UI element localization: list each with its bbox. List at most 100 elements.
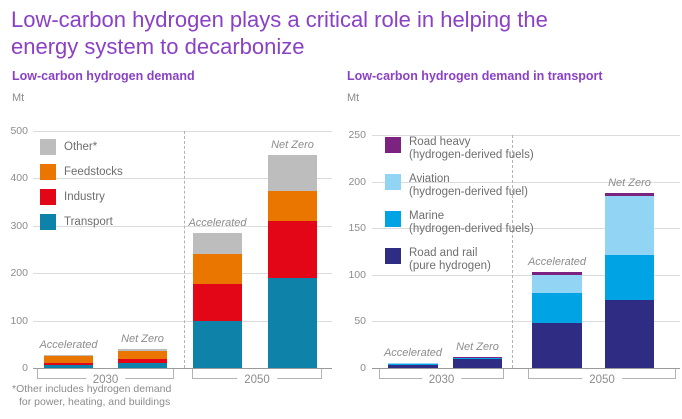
bar-segment-road-heavy <box>532 272 582 275</box>
bar-segment-transport <box>268 277 317 368</box>
legend-swatch <box>385 248 401 264</box>
bar-segment-feedstocks <box>268 191 317 222</box>
gridline-400 <box>33 178 332 180</box>
group-label-2050: 2050 <box>237 374 277 386</box>
footnote: *Other includes hydrogen demand for powe… <box>12 383 171 409</box>
group-label-2030: 2030 <box>85 374 126 386</box>
legend-label: Industry <box>64 191 105 203</box>
bar-segment-feedstocks <box>193 253 242 284</box>
y-tick-label-0: 0 <box>22 362 28 374</box>
bar-segment-aviation <box>388 362 438 364</box>
bar-segment-other- <box>268 154 317 192</box>
y-tick-label-500: 500 <box>10 125 28 137</box>
bar-segment-other- <box>44 354 93 357</box>
gridline-500 <box>33 131 332 132</box>
legend-swatch <box>385 137 401 153</box>
scenario-label: Accelerated <box>383 346 443 359</box>
bar-segment-other- <box>193 232 242 254</box>
footnote-line1: *Other includes hydrogen demand <box>12 383 172 395</box>
bar-segment-marine <box>453 357 502 359</box>
dashed-separator <box>184 131 185 368</box>
scenario-label: Accelerated <box>39 338 98 351</box>
chart-title-transport: Low-carbon hydrogen demand in transport <box>347 69 603 83</box>
y-tick-label-400: 400 <box>10 172 28 185</box>
y-tick-label-150: 150 <box>348 222 366 235</box>
y-tick-label-0: 0 <box>360 362 366 374</box>
bar-segment-transport <box>118 363 167 368</box>
unit-label-right: Mt <box>347 92 360 104</box>
gridline-300 <box>33 225 332 227</box>
y-tick-label-250: 250 <box>348 129 366 141</box>
scenario-label: Net Zero <box>608 176 651 189</box>
bar-segment-road-and-rail <box>388 364 438 368</box>
bar-segment-feedstocks <box>44 356 93 364</box>
y-tick-label-200: 200 <box>10 267 28 280</box>
scenario-label: Accelerated <box>527 256 587 268</box>
gridline-0 <box>33 368 332 369</box>
scenario-label: Net Zero <box>121 333 164 346</box>
legend-item-road-heavy: Road heavy (hydrogen-derived fuels) <box>385 136 555 174</box>
y-tick-label-200: 200 <box>348 175 366 188</box>
y-tick-label-50: 50 <box>354 315 366 328</box>
scenario-label: Net Zero <box>456 340 499 353</box>
page-title: Low-carbon hydrogen plays a critical rol… <box>11 7 548 59</box>
group-bracket-2030: 2030 <box>37 369 174 386</box>
legend-swatch <box>40 164 56 180</box>
legend-item-other-: Other* <box>40 139 210 164</box>
bar-segment-transport <box>193 320 242 368</box>
group-label-2050: 2050 <box>582 374 622 386</box>
bar-segment-road-heavy <box>605 192 654 196</box>
legend-item-road-and-rail: Road and rail (pure hydrogen) <box>385 247 555 285</box>
legend-swatch <box>40 214 56 230</box>
legend-label: Road and rail (pure hydrogen) <box>409 247 491 272</box>
bar-segment-road-and-rail <box>453 358 502 368</box>
group-bracket-2050: 2050 <box>192 369 322 386</box>
legend-item-industry: Industry <box>40 189 210 214</box>
bar-segment-aviation <box>605 195 654 256</box>
legend-label: Marine (hydrogen-derived fuels) <box>409 210 534 235</box>
legend-label: Transport <box>64 216 113 228</box>
bar-segment-industry <box>44 363 93 366</box>
gridline-200 <box>372 181 680 183</box>
legend-item-transport: Transport <box>40 214 210 239</box>
bar-segment-industry <box>268 221 317 278</box>
gridline-250 <box>372 135 680 136</box>
gridline-200 <box>33 273 332 275</box>
legend-swatch <box>385 211 401 227</box>
bar-segment-aviation <box>532 274 582 294</box>
bar-segment-road-and-rail <box>532 323 582 368</box>
y-tick-label-300: 300 <box>10 219 28 232</box>
legend-item-marine: Marine (hydrogen-derived fuels) <box>385 210 555 248</box>
footnote-line2: for power, heating, and buildings <box>19 396 171 408</box>
bar-segment-road-and-rail <box>605 299 654 368</box>
bar-segment-other- <box>118 349 167 351</box>
y-tick-label-100: 100 <box>348 268 366 281</box>
bar-segment-industry <box>193 283 242 321</box>
legend-label: Aviation (hydrogen-derived fuel) <box>409 173 528 198</box>
bar-segment-feedstocks <box>118 350 167 359</box>
gridline-0 <box>372 368 680 369</box>
legend-label: Road heavy (hydrogen-derived fuels) <box>409 136 534 161</box>
legend-swatch <box>40 139 56 155</box>
dashed-separator <box>512 135 513 368</box>
legend-item-feedstocks: Feedstocks <box>40 164 210 189</box>
bar-segment-industry <box>118 358 167 364</box>
group-bracket-2050: 2050 <box>528 369 676 386</box>
gridline-100 <box>33 320 332 322</box>
chart-title-demand: Low-carbon hydrogen demand <box>12 69 195 83</box>
legend-item-aviation: Aviation (hydrogen-derived fuel) <box>385 173 555 211</box>
scenario-label: Accelerated <box>188 216 247 229</box>
bar-segment-marine <box>605 255 654 300</box>
legend-label: Other* <box>64 141 98 153</box>
scenario-label: Net Zero <box>271 138 314 151</box>
bar-segment-marine <box>532 293 582 324</box>
unit-label-left: Mt <box>12 92 25 104</box>
bar-segment-road-heavy <box>453 356 502 358</box>
gridline-100 <box>372 274 680 276</box>
gridline-50 <box>372 321 680 323</box>
bar-segment-marine <box>388 363 438 365</box>
bar-segment-transport <box>44 365 93 368</box>
y-tick-label-100: 100 <box>10 314 28 327</box>
legend-swatch <box>385 174 401 190</box>
